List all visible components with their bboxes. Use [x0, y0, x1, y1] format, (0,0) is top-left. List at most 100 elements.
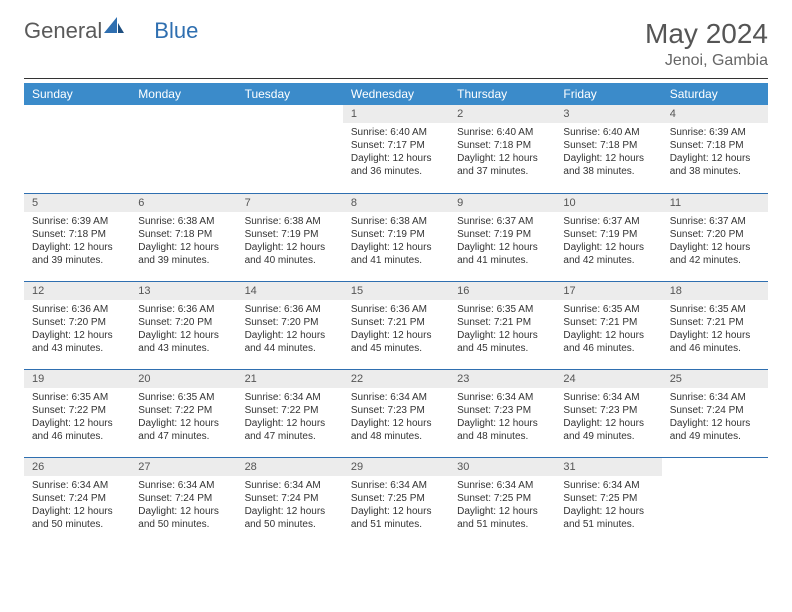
day-number: 13	[130, 282, 236, 300]
daylight-line: Daylight: 12 hours and 46 minutes.	[670, 329, 760, 355]
sunset-line: Sunset: 7:22 PM	[245, 404, 335, 417]
sunrise-line: Sunrise: 6:37 AM	[457, 215, 547, 228]
sunrise-line: Sunrise: 6:34 AM	[245, 479, 335, 492]
calendar-day-cell: 25Sunrise: 6:34 AMSunset: 7:24 PMDayligh…	[662, 369, 768, 457]
calendar-day-cell: 5Sunrise: 6:39 AMSunset: 7:18 PMDaylight…	[24, 193, 130, 281]
day-details: Sunrise: 6:39 AMSunset: 7:18 PMDaylight:…	[24, 212, 130, 273]
sunrise-line: Sunrise: 6:34 AM	[351, 479, 441, 492]
sunset-line: Sunset: 7:22 PM	[32, 404, 122, 417]
sunrise-line: Sunrise: 6:40 AM	[457, 126, 547, 139]
calendar-day-cell: 18Sunrise: 6:35 AMSunset: 7:21 PMDayligh…	[662, 281, 768, 369]
weekday-header: Wednesday	[343, 83, 449, 105]
daylight-line: Daylight: 12 hours and 43 minutes.	[32, 329, 122, 355]
sunrise-line: Sunrise: 6:34 AM	[245, 391, 335, 404]
day-number: 18	[662, 282, 768, 300]
day-details: Sunrise: 6:37 AMSunset: 7:20 PMDaylight:…	[662, 212, 768, 273]
day-number: 27	[130, 458, 236, 476]
calendar-table: SundayMondayTuesdayWednesdayThursdayFrid…	[24, 83, 768, 545]
day-details: Sunrise: 6:38 AMSunset: 7:19 PMDaylight:…	[343, 212, 449, 273]
sunrise-line: Sunrise: 6:40 AM	[563, 126, 653, 139]
daylight-line: Daylight: 12 hours and 45 minutes.	[457, 329, 547, 355]
calendar-empty-cell	[237, 105, 343, 193]
day-details: Sunrise: 6:34 AMSunset: 7:24 PMDaylight:…	[662, 388, 768, 449]
calendar-day-cell: 3Sunrise: 6:40 AMSunset: 7:18 PMDaylight…	[555, 105, 661, 193]
daylight-line: Daylight: 12 hours and 48 minutes.	[351, 417, 441, 443]
weekday-header: Thursday	[449, 83, 555, 105]
sunrise-line: Sunrise: 6:39 AM	[32, 215, 122, 228]
day-number: 19	[24, 370, 130, 388]
day-number: 17	[555, 282, 661, 300]
calendar-empty-cell	[24, 105, 130, 193]
sunset-line: Sunset: 7:19 PM	[351, 228, 441, 241]
page-header: General Blue May 2024 Jenoi, Gambia	[24, 18, 768, 70]
daylight-line: Daylight: 12 hours and 42 minutes.	[563, 241, 653, 267]
sunset-line: Sunset: 7:25 PM	[563, 492, 653, 505]
calendar-day-cell: 17Sunrise: 6:35 AMSunset: 7:21 PMDayligh…	[555, 281, 661, 369]
calendar-empty-cell	[662, 457, 768, 545]
sunset-line: Sunset: 7:18 PM	[138, 228, 228, 241]
sunset-line: Sunset: 7:17 PM	[351, 139, 441, 152]
sunset-line: Sunset: 7:21 PM	[351, 316, 441, 329]
sunset-line: Sunset: 7:24 PM	[245, 492, 335, 505]
sunset-line: Sunset: 7:24 PM	[32, 492, 122, 505]
daylight-line: Daylight: 12 hours and 39 minutes.	[138, 241, 228, 267]
daylight-line: Daylight: 12 hours and 51 minutes.	[563, 505, 653, 531]
daylight-line: Daylight: 12 hours and 49 minutes.	[563, 417, 653, 443]
day-number: 22	[343, 370, 449, 388]
sunrise-line: Sunrise: 6:35 AM	[670, 303, 760, 316]
sunrise-line: Sunrise: 6:34 AM	[457, 391, 547, 404]
sunset-line: Sunset: 7:23 PM	[351, 404, 441, 417]
sunset-line: Sunset: 7:24 PM	[670, 404, 760, 417]
day-details: Sunrise: 6:40 AMSunset: 7:18 PMDaylight:…	[449, 123, 555, 184]
brand-sail-icon	[104, 15, 126, 41]
day-details: Sunrise: 6:34 AMSunset: 7:23 PMDaylight:…	[449, 388, 555, 449]
day-details: Sunrise: 6:34 AMSunset: 7:23 PMDaylight:…	[343, 388, 449, 449]
calendar-day-cell: 26Sunrise: 6:34 AMSunset: 7:24 PMDayligh…	[24, 457, 130, 545]
day-number: 30	[449, 458, 555, 476]
daylight-line: Daylight: 12 hours and 47 minutes.	[138, 417, 228, 443]
day-number: 24	[555, 370, 661, 388]
month-title: May 2024	[645, 18, 768, 50]
day-number: 3	[555, 105, 661, 123]
sunset-line: Sunset: 7:23 PM	[563, 404, 653, 417]
day-number: 31	[555, 458, 661, 476]
brand-text-general: General	[24, 18, 102, 44]
day-number: 15	[343, 282, 449, 300]
brand-logo: General Blue	[24, 18, 198, 44]
daylight-line: Daylight: 12 hours and 46 minutes.	[563, 329, 653, 355]
weekday-header: Saturday	[662, 83, 768, 105]
weekday-header: Monday	[130, 83, 236, 105]
sunrise-line: Sunrise: 6:34 AM	[563, 479, 653, 492]
sunset-line: Sunset: 7:18 PM	[670, 139, 760, 152]
sunrise-line: Sunrise: 6:36 AM	[351, 303, 441, 316]
day-details: Sunrise: 6:36 AMSunset: 7:21 PMDaylight:…	[343, 300, 449, 361]
daylight-line: Daylight: 12 hours and 41 minutes.	[351, 241, 441, 267]
sunset-line: Sunset: 7:23 PM	[457, 404, 547, 417]
calendar-day-cell: 8Sunrise: 6:38 AMSunset: 7:19 PMDaylight…	[343, 193, 449, 281]
sunset-line: Sunset: 7:24 PM	[138, 492, 228, 505]
sunrise-line: Sunrise: 6:35 AM	[563, 303, 653, 316]
calendar-day-cell: 11Sunrise: 6:37 AMSunset: 7:20 PMDayligh…	[662, 193, 768, 281]
calendar-day-cell: 19Sunrise: 6:35 AMSunset: 7:22 PMDayligh…	[24, 369, 130, 457]
calendar-week-row: 26Sunrise: 6:34 AMSunset: 7:24 PMDayligh…	[24, 457, 768, 545]
calendar-day-cell: 24Sunrise: 6:34 AMSunset: 7:23 PMDayligh…	[555, 369, 661, 457]
day-number: 26	[24, 458, 130, 476]
day-details: Sunrise: 6:38 AMSunset: 7:19 PMDaylight:…	[237, 212, 343, 273]
day-number: 5	[24, 194, 130, 212]
brand-text-blue: Blue	[154, 18, 198, 44]
day-details: Sunrise: 6:35 AMSunset: 7:22 PMDaylight:…	[24, 388, 130, 449]
weekday-header: Tuesday	[237, 83, 343, 105]
sunset-line: Sunset: 7:25 PM	[351, 492, 441, 505]
day-details: Sunrise: 6:36 AMSunset: 7:20 PMDaylight:…	[237, 300, 343, 361]
calendar-day-cell: 4Sunrise: 6:39 AMSunset: 7:18 PMDaylight…	[662, 105, 768, 193]
day-number: 16	[449, 282, 555, 300]
calendar-day-cell: 28Sunrise: 6:34 AMSunset: 7:24 PMDayligh…	[237, 457, 343, 545]
daylight-line: Daylight: 12 hours and 50 minutes.	[32, 505, 122, 531]
calendar-day-cell: 22Sunrise: 6:34 AMSunset: 7:23 PMDayligh…	[343, 369, 449, 457]
day-details: Sunrise: 6:34 AMSunset: 7:25 PMDaylight:…	[555, 476, 661, 537]
sunset-line: Sunset: 7:19 PM	[563, 228, 653, 241]
daylight-line: Daylight: 12 hours and 40 minutes.	[245, 241, 335, 267]
calendar-body: 1Sunrise: 6:40 AMSunset: 7:17 PMDaylight…	[24, 105, 768, 545]
day-details: Sunrise: 6:35 AMSunset: 7:21 PMDaylight:…	[662, 300, 768, 361]
sunrise-line: Sunrise: 6:35 AM	[457, 303, 547, 316]
